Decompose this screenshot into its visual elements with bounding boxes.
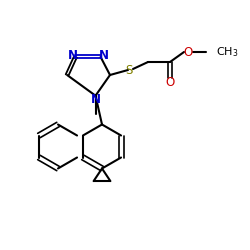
Text: N: N [90,93,101,106]
Text: S: S [125,64,133,76]
Text: N: N [68,50,78,62]
Text: O: O [166,76,174,88]
Text: N: N [98,50,108,62]
Text: O: O [184,46,192,59]
Text: CH$_3$: CH$_3$ [216,45,238,59]
